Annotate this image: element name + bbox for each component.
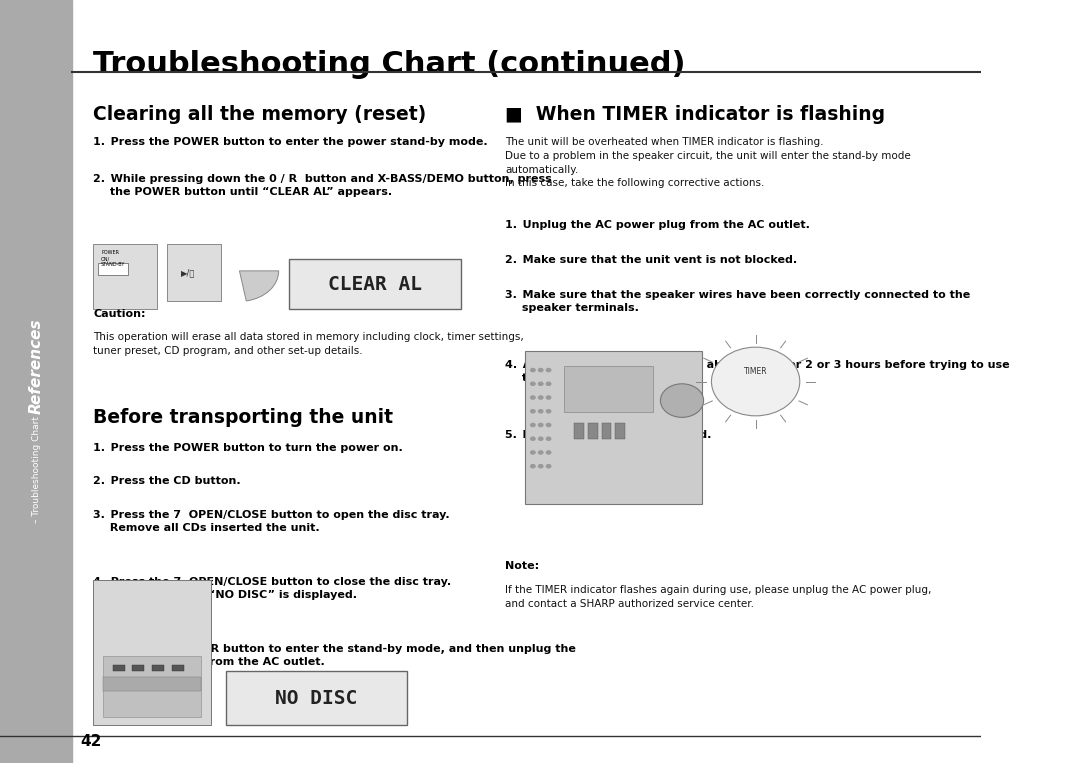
Bar	[289, 259, 461, 309]
Bar	[564, 366, 652, 412]
Text: References: References	[29, 318, 44, 414]
Text: 3. Make sure that the speaker wires have been correctly connected to the
   spea: 3. Make sure that the speaker wires have…	[505, 290, 971, 313]
Bar	[588, 423, 597, 439]
Circle shape	[545, 436, 552, 441]
Text: 1. Press the POWER button to enter the power stand-by mode.: 1. Press the POWER button to enter the p…	[93, 137, 488, 147]
Bar	[133, 665, 145, 671]
Circle shape	[538, 436, 543, 441]
Text: 3. Press the 7  OPEN/CLOSE button to open the disc tray.
   Remove all CDs inser: 3. Press the 7 OPEN/CLOSE button to open…	[93, 510, 450, 533]
Circle shape	[538, 382, 543, 386]
Circle shape	[538, 464, 543, 468]
Text: This operation will erase all data stored in memory including clock, timer setti: This operation will erase all data store…	[93, 332, 524, 356]
Text: 1. Press the POWER button to turn the power on.: 1. Press the POWER button to turn the po…	[93, 443, 403, 452]
Bar	[525, 351, 702, 504]
Text: CLEAR AL: CLEAR AL	[328, 275, 422, 294]
Circle shape	[530, 382, 536, 386]
Circle shape	[538, 395, 543, 400]
Circle shape	[530, 423, 536, 427]
Circle shape	[538, 409, 543, 414]
Circle shape	[545, 464, 552, 468]
Bar	[616, 423, 625, 439]
Bar	[602, 423, 611, 439]
Text: 4. Press the 7  OPEN/CLOSE button to close the disc tray.
   Make sure that “NO : 4. Press the 7 OPEN/CLOSE button to clos…	[93, 577, 451, 600]
Bar	[152, 665, 164, 671]
Text: Caution:: Caution:	[93, 309, 146, 319]
Text: 5. Press the POWER button to enter the stand-by mode, and then unplug the
   AC : 5. Press the POWER button to enter the s…	[93, 644, 576, 667]
Bar	[98, 263, 127, 275]
Text: 4. After checking items 2 and 3 above, wait for 2 or 3 hours before trying to us: 4. After checking items 2 and 3 above, w…	[505, 360, 1010, 383]
Circle shape	[530, 464, 536, 468]
Text: – Troubleshooting Chart –: – Troubleshooting Chart –	[31, 408, 41, 523]
Bar	[226, 671, 407, 725]
Bar	[172, 665, 184, 671]
Circle shape	[538, 450, 543, 455]
Text: 2. While pressing down the 0 / R  button and X-BASS/DEMO button, press
   the PO: 2. While pressing down the 0 / R button …	[93, 174, 552, 197]
Circle shape	[712, 347, 800, 416]
Text: 5. Reconnect the AC power cord.: 5. Reconnect the AC power cord.	[505, 430, 712, 440]
Text: Note:: Note:	[505, 561, 540, 571]
Circle shape	[530, 409, 536, 414]
Circle shape	[545, 423, 552, 427]
Circle shape	[530, 450, 536, 455]
Text: ■  When TIMER indicator is flashing: ■ When TIMER indicator is flashing	[505, 105, 886, 124]
Circle shape	[545, 450, 552, 455]
Bar	[93, 244, 157, 309]
Text: 2. Make sure that the unit vent is not blocked.: 2. Make sure that the unit vent is not b…	[505, 255, 797, 265]
Circle shape	[545, 368, 552, 372]
Text: 1. Unplug the AC power plug from the AC outlet.: 1. Unplug the AC power plug from the AC …	[505, 220, 810, 230]
Text: NO DISC: NO DISC	[275, 689, 357, 707]
Circle shape	[530, 395, 536, 400]
Bar	[103, 656, 201, 717]
Circle shape	[545, 382, 552, 386]
Text: 42: 42	[81, 734, 102, 749]
Text: Before transporting the unit: Before transporting the unit	[93, 408, 393, 427]
Circle shape	[538, 368, 543, 372]
Text: ▶/⏸: ▶/⏸	[181, 269, 195, 278]
Text: POWER
ON/
STAND-BY: POWER ON/ STAND-BY	[102, 250, 125, 267]
Circle shape	[538, 423, 543, 427]
Bar	[112, 665, 124, 671]
Text: If the TIMER indicator flashes again during use, please unplug the AC power plug: If the TIMER indicator flashes again dur…	[505, 585, 932, 609]
Text: Clearing all the memory (reset): Clearing all the memory (reset)	[93, 105, 427, 124]
Bar	[575, 423, 584, 439]
Bar	[0, 0, 71, 763]
Circle shape	[530, 436, 536, 441]
Circle shape	[545, 409, 552, 414]
Circle shape	[530, 368, 536, 372]
Text: The unit will be overheated when TIMER indicator is flashing.
Due to a problem i: The unit will be overheated when TIMER i…	[505, 137, 912, 188]
Bar	[93, 580, 211, 725]
Circle shape	[661, 384, 703, 417]
Bar	[166, 244, 220, 301]
Text: TIMER: TIMER	[744, 367, 768, 376]
Bar	[103, 677, 201, 691]
Wedge shape	[240, 271, 279, 301]
Text: Troubleshooting Chart (continued): Troubleshooting Chart (continued)	[93, 50, 686, 79]
Circle shape	[545, 395, 552, 400]
Text: 2. Press the CD button.: 2. Press the CD button.	[93, 476, 241, 486]
